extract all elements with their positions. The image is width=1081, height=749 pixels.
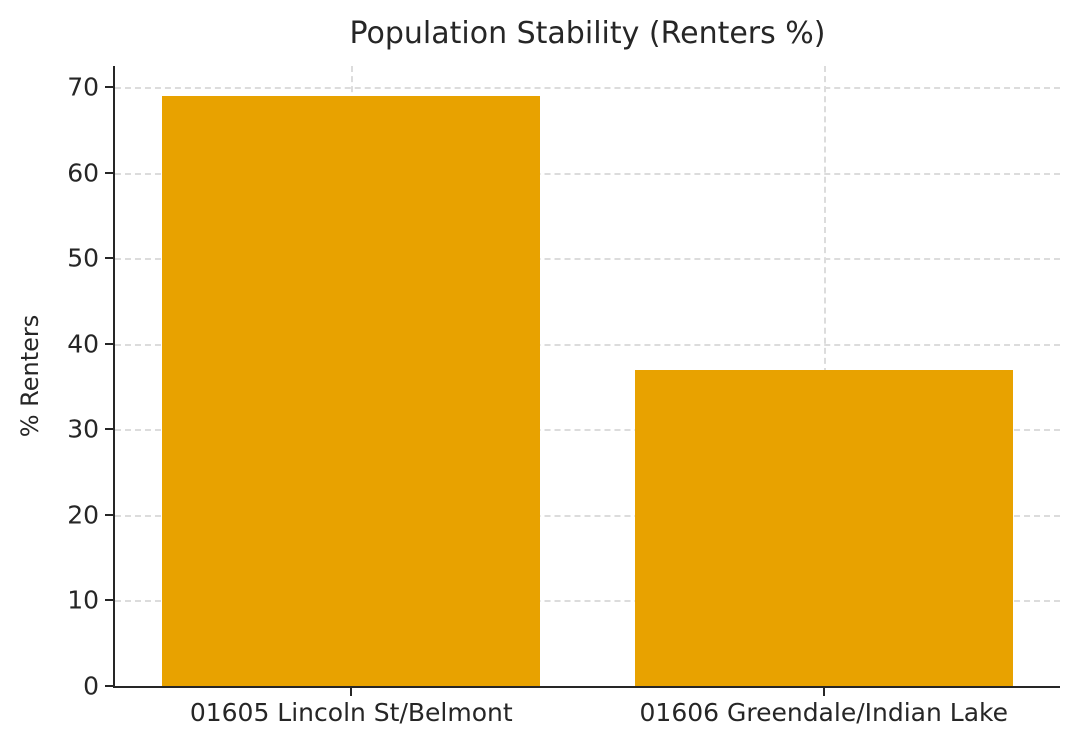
h-gridline	[115, 343, 1060, 346]
h-gridline	[115, 514, 1060, 517]
x-tick-label: 01605 Lincoln St/Belmont	[189, 698, 513, 727]
bar	[162, 95, 541, 686]
h-gridline	[115, 258, 1060, 261]
x-tick-label: 01606 Greendale/Indian Lake	[639, 698, 1008, 727]
y-tick-mark	[105, 257, 113, 260]
y-tick-mark	[105, 86, 113, 89]
x-tick-mark	[350, 688, 353, 696]
h-gridline	[115, 87, 1060, 90]
y-tick-label: 60	[67, 158, 99, 188]
y-tick-mark	[105, 171, 113, 174]
h-gridline	[115, 600, 1060, 603]
y-tick-label: 40	[67, 329, 99, 359]
y-tick-label: 10	[67, 585, 99, 615]
y-tick-mark	[105, 342, 113, 345]
y-tick-label: 30	[67, 414, 99, 444]
y-tick-mark	[105, 428, 113, 431]
y-tick-label: 50	[67, 243, 99, 273]
x-axis-spine	[113, 686, 1060, 688]
x-tick-mark	[822, 688, 825, 696]
plot-area: 0 10 20 30 40 50 60 70 01605 Lincoln St/Belmont 0…	[67, 66, 1060, 727]
h-gridline	[115, 172, 1060, 175]
chart-title: Population Stability (Renters %)	[349, 16, 826, 51]
y-tick-label: 0	[83, 671, 99, 701]
y-tick-mark	[105, 599, 113, 602]
y-axis-label: % Renters	[16, 314, 44, 438]
y-tick-label: 20	[67, 500, 99, 530]
y-axis-spine	[113, 66, 115, 688]
bar	[634, 369, 1013, 686]
h-gridline	[115, 429, 1060, 432]
y-tick-mark	[105, 513, 113, 516]
y-tick-label: 70	[67, 72, 99, 102]
y-tick-mark	[105, 685, 113, 687]
